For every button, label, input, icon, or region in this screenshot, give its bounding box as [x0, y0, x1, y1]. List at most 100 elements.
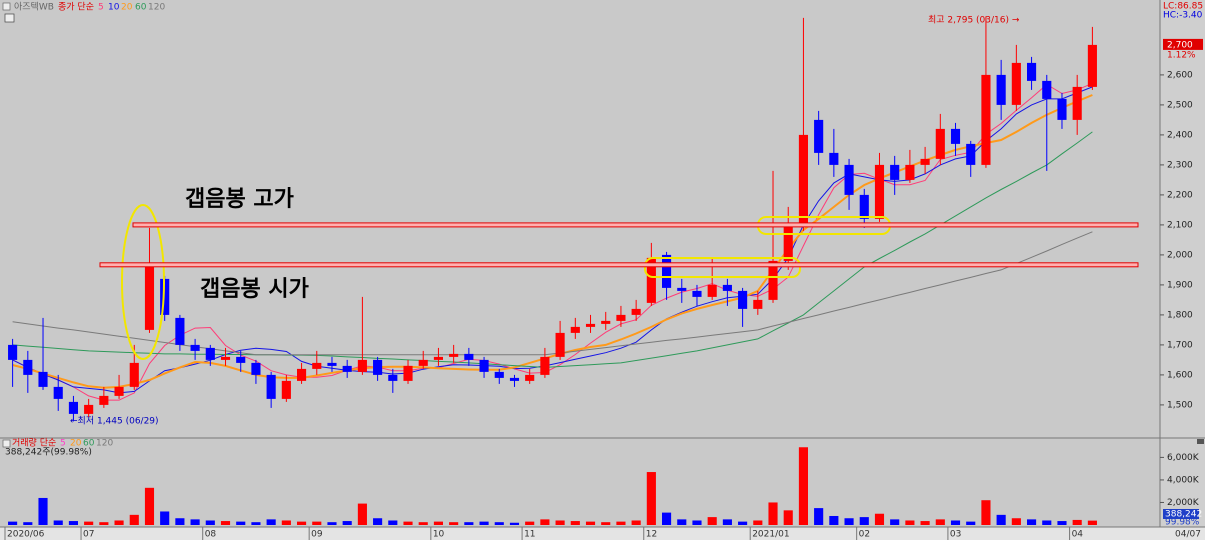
volume-legend-entry: 5: [60, 439, 66, 449]
volume-bar: [1072, 519, 1082, 525]
candle-body: [403, 365, 413, 381]
candle-body: [327, 362, 337, 366]
volume-bar: [829, 515, 839, 525]
candle-body: [798, 134, 808, 225]
volume-bar: [509, 522, 520, 525]
candle-body: [23, 359, 33, 375]
candle-body: [966, 143, 976, 165]
high-label: 최고 2,795 (03/16) →: [928, 15, 1020, 26]
menu-icon[interactable]: [2, 2, 11, 11]
x-tick-label: 08: [205, 530, 217, 540]
candle-body: [525, 374, 535, 381]
volume-legend-label: 거래량 단순: [12, 437, 56, 449]
low-label: ←최저 1,445 (06/29): [70, 416, 159, 427]
highlight-box: [644, 257, 801, 278]
y-tick-label: 2,100: [1167, 220, 1193, 230]
candle-body: [357, 359, 367, 372]
volume-tick-label: 2,000K: [1167, 498, 1200, 508]
volume-bar: [144, 487, 155, 525]
volume-bar: [1011, 518, 1021, 525]
candle-body: [251, 362, 261, 375]
x-tick-label: 2020/06: [7, 530, 45, 540]
candle-body: [312, 362, 322, 369]
volume-bar: [798, 447, 808, 525]
candle-body: [996, 74, 1006, 105]
volume-tick-label: 4,000K: [1167, 475, 1200, 485]
last-change: 1.12%: [1167, 50, 1196, 60]
panel-button[interactable]: [1197, 439, 1204, 444]
volume-bar: [738, 521, 748, 525]
annotation-label: 갭음봉 시가: [200, 277, 309, 302]
candle-body: [722, 284, 732, 291]
volume-bar: [464, 522, 474, 525]
candle-body: [738, 290, 748, 309]
y-tick-label: 2,600: [1167, 70, 1193, 80]
candle-body: [129, 362, 139, 387]
stock-name: 아즈텍WB: [14, 2, 54, 13]
end-date: 04/07: [1175, 530, 1201, 540]
candle-body: [297, 368, 307, 381]
volume-bar: [99, 522, 109, 525]
legend-label: 종가 단순: [58, 2, 94, 13]
annotation-label: 갭음봉 고가: [185, 187, 294, 212]
y-tick-label: 1,700: [1167, 340, 1193, 350]
candle-body: [373, 359, 383, 375]
legend-entry: 5: [98, 3, 104, 13]
candle-body: [783, 224, 793, 261]
candle-body: [84, 404, 94, 414]
volume-bar: [677, 519, 687, 525]
volume-bar: [190, 519, 200, 525]
candle-body: [418, 359, 428, 366]
volume-bar: [722, 519, 732, 525]
candle-body: [8, 344, 18, 360]
volume-bar: [312, 521, 322, 525]
candle-body: [114, 386, 124, 396]
candle-body: [236, 356, 246, 363]
candle-body: [631, 308, 641, 315]
volume-bar: [236, 521, 246, 525]
volume-bar: [616, 521, 626, 525]
volume-bar: [160, 511, 170, 525]
menu-icon[interactable]: [2, 439, 11, 448]
volume-legend-entry: 60: [83, 439, 95, 449]
candle-body: [1027, 62, 1037, 81]
x-tick-label: 12: [646, 530, 657, 540]
volume-bar: [555, 520, 565, 525]
volume-bar: [479, 521, 489, 525]
volume-last-label: 388,242: [1165, 510, 1202, 520]
volume-bar: [753, 520, 763, 525]
candle-body: [1011, 62, 1021, 105]
volume-bar: [935, 519, 945, 525]
candle-body: [814, 119, 824, 153]
volume-bar: [38, 497, 48, 525]
y-tick-label: 2,500: [1167, 100, 1193, 110]
candle-body: [707, 284, 717, 297]
volume-bar: [525, 521, 535, 525]
toggle-icon[interactable]: [4, 13, 15, 23]
candle-body: [829, 152, 839, 165]
annotation-line: [132, 222, 1139, 228]
y-tick-label: 2,200: [1167, 190, 1193, 200]
candle-body: [144, 266, 155, 330]
volume-bar: [859, 517, 869, 525]
hc-label: HC:-3.40: [1163, 11, 1203, 21]
volume-bar: [707, 517, 717, 525]
candle-body: [175, 317, 185, 345]
volume-bar: [205, 520, 215, 525]
candle-body: [494, 371, 504, 378]
legend-entry: 60: [135, 3, 147, 13]
candle-body: [1072, 86, 1082, 120]
candle-body: [981, 74, 991, 165]
volume-bar: [342, 521, 352, 525]
volume-bar: [8, 521, 18, 525]
candle-body: [662, 254, 672, 288]
volume-legend-entry: 20: [70, 439, 82, 449]
volume-bar: [996, 514, 1006, 525]
volume-bar: [220, 521, 231, 525]
candle-body: [464, 353, 474, 360]
candle-body: [1087, 44, 1097, 87]
x-tick-label: 04: [1072, 530, 1084, 540]
volume-bar: [114, 520, 124, 525]
volume-bar: [357, 503, 367, 525]
